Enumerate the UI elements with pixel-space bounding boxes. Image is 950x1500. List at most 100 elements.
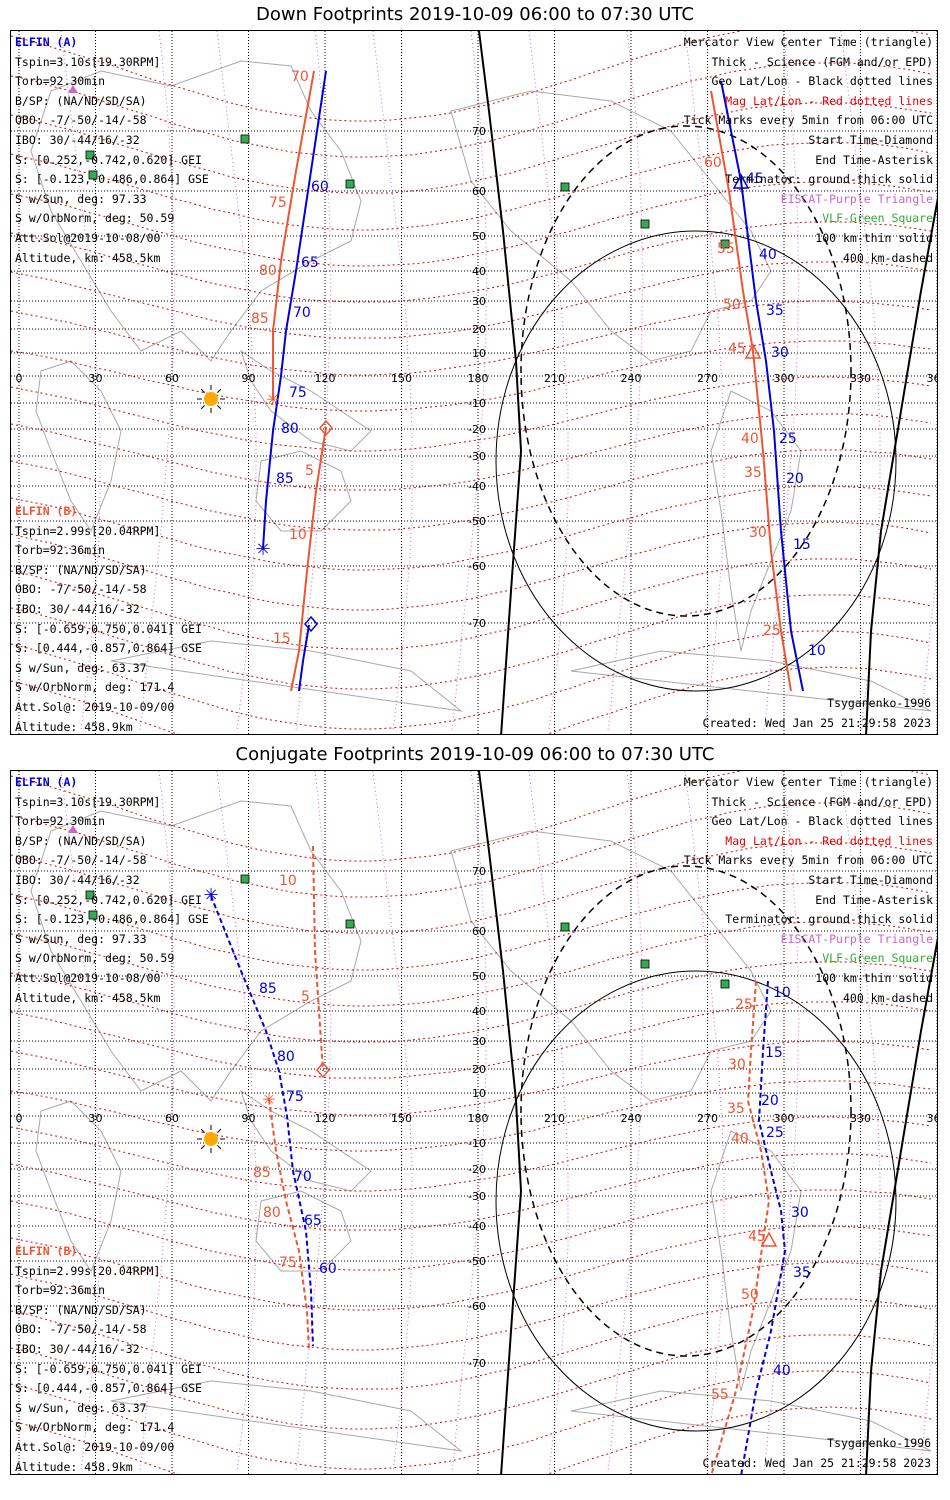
end-asterisk: ✳ [203,885,218,906]
info-line: S w/Sun, deg: 97.33 [15,931,147,946]
start-diamond [319,419,333,437]
info-line: B/SP: (NA/ND/SD/SA) [15,1302,147,1317]
track-label: 45 [728,341,746,357]
track-label: 35 [727,1101,745,1117]
coastline [710,390,802,652]
info-line: Att.Sol@2019-10-08/00 [15,230,161,245]
created-timestamp: Created: Wed Jan 25 21:29:58 2023 [702,1456,931,1470]
created-timestamp: Created: Wed Jan 25 21:29:58 2023 [702,716,931,730]
track-label: 65 [304,1213,322,1229]
mag-parallel [11,881,932,971]
mag-meridian [684,31,725,732]
elfin-b-track [272,70,315,399]
info-line: OBO: -7/-50/-14/-58 [15,1322,147,1337]
mag-parallel [11,340,932,412]
elfin-a-track [298,624,310,692]
mag-parallel [11,413,932,491]
legend-entry: Tick Marks every 5min from 06:00 UTC [683,113,933,128]
lat-tick-label: 20 [472,323,486,336]
legend-entry: EISCAT-Purple Triangle [780,931,933,946]
legend-entry: VLF-Green Square [822,211,933,226]
lat-tick-label: -40 [468,1220,486,1233]
lat-tick-label: 20 [472,1063,486,1076]
track-label: 80 [263,1205,281,1221]
mag-parallel [11,1334,932,1430]
mag-parallel [11,141,932,231]
track-label: 25 [763,623,781,639]
track-label: 50 [741,1287,759,1303]
info-line: IBO: 30/-44/16/-32 [15,872,140,887]
info-line: S: [0.444,-0.857,0.864] GSE [15,641,202,656]
lon-tick-label: 180 [468,372,489,385]
center-triangle [732,173,750,189]
lat-tick-label: 60 [472,925,486,938]
mag-meridian [139,31,176,732]
info-line: Tspin=3.10s[19.30RPM] [15,54,161,69]
track-label: 25 [766,1125,784,1141]
vlf-square [560,922,570,932]
sun-ray [200,1128,205,1133]
info-line: S: [0.252,-0.742,0.620] GEI [15,152,202,167]
legend-entry: Thick - Science (FGM and/or EPD) [711,794,933,809]
mag-meridian [295,31,332,732]
vlf-square [640,959,650,969]
elfin-b-track [710,90,792,692]
coastline [570,650,932,712]
lat-tick-label: 50 [472,230,486,243]
legend-entry: 400 km-dashed [842,250,933,265]
mag-parallel [11,1261,932,1351]
info-line: S: [0.252,-0.742,0.620] GEI [15,892,202,907]
track-label: 35 [744,465,762,481]
info-line: S w/OrbNorm, deg: 50.59 [15,951,175,966]
sun-icon [204,392,218,406]
mag-meridian [372,31,413,732]
lon-tick-label: 240 [621,372,642,385]
legend-entry: End Time-Asterisk [815,152,933,167]
mag-parallel [11,1406,932,1474]
vlf-square [720,979,730,989]
terminator-100km [495,230,897,692]
track-label: 10 [808,643,826,659]
coastline [30,800,362,1102]
track-label: 10 [279,873,297,889]
lon-tick-label: 90 [242,372,256,385]
elfin-a-track [720,80,804,692]
info-line: OBO: -7/-50/-14/-58 [15,853,147,868]
mag-meridian [295,771,332,1472]
sun-icon [204,1132,218,1146]
track-label: 85 [251,311,269,327]
map-legend: Mercator View Center Time (triangle) Thic… [684,773,933,1008]
mag-parallel [11,1001,932,1079]
track-label: 40 [741,431,759,447]
legend-entry: Terminator: ground-thick solid [725,172,933,187]
lat-tick-label: 30 [472,295,486,308]
lat-tick-label: -20 [468,423,486,436]
mag-parallel [11,300,932,376]
sun-ray [217,1145,222,1150]
info-line: OBO: -7/-50/-14/-58 [15,582,147,597]
track-label: 20 [761,1093,779,1109]
lat-tick-label: -40 [468,480,486,493]
track-label: 45 [748,1229,766,1245]
info-line: B/SP: (NA/ND/SD/SA) [15,833,147,848]
coastline [255,1190,352,1272]
track-label: 80 [259,263,277,279]
lat-tick-label: -30 [468,450,486,463]
mag-meridian [607,771,644,1472]
lon-tick-label: 120 [315,1112,336,1125]
footprint-map: 0 30 60 90 120 150 180 210 240 270 300 330 360 70 60 50… [11,31,937,734]
track-label: 75 [289,385,307,401]
vlf-square [345,919,355,929]
mag-parallel [11,630,932,730]
mag-meridian [528,31,569,732]
lon-tick-label: 30 [89,1112,103,1125]
lat-tick-label: 10 [472,1087,486,1100]
legend-entry: End Time-Asterisk [815,892,933,907]
coastline [240,1089,372,1192]
track-label: 5 [301,989,310,1005]
mag-parallel [11,1298,932,1390]
vlf-square [640,219,650,229]
elfin-b-track [268,1098,310,1352]
vlf-square [345,179,355,189]
track-label: 80 [281,421,299,437]
